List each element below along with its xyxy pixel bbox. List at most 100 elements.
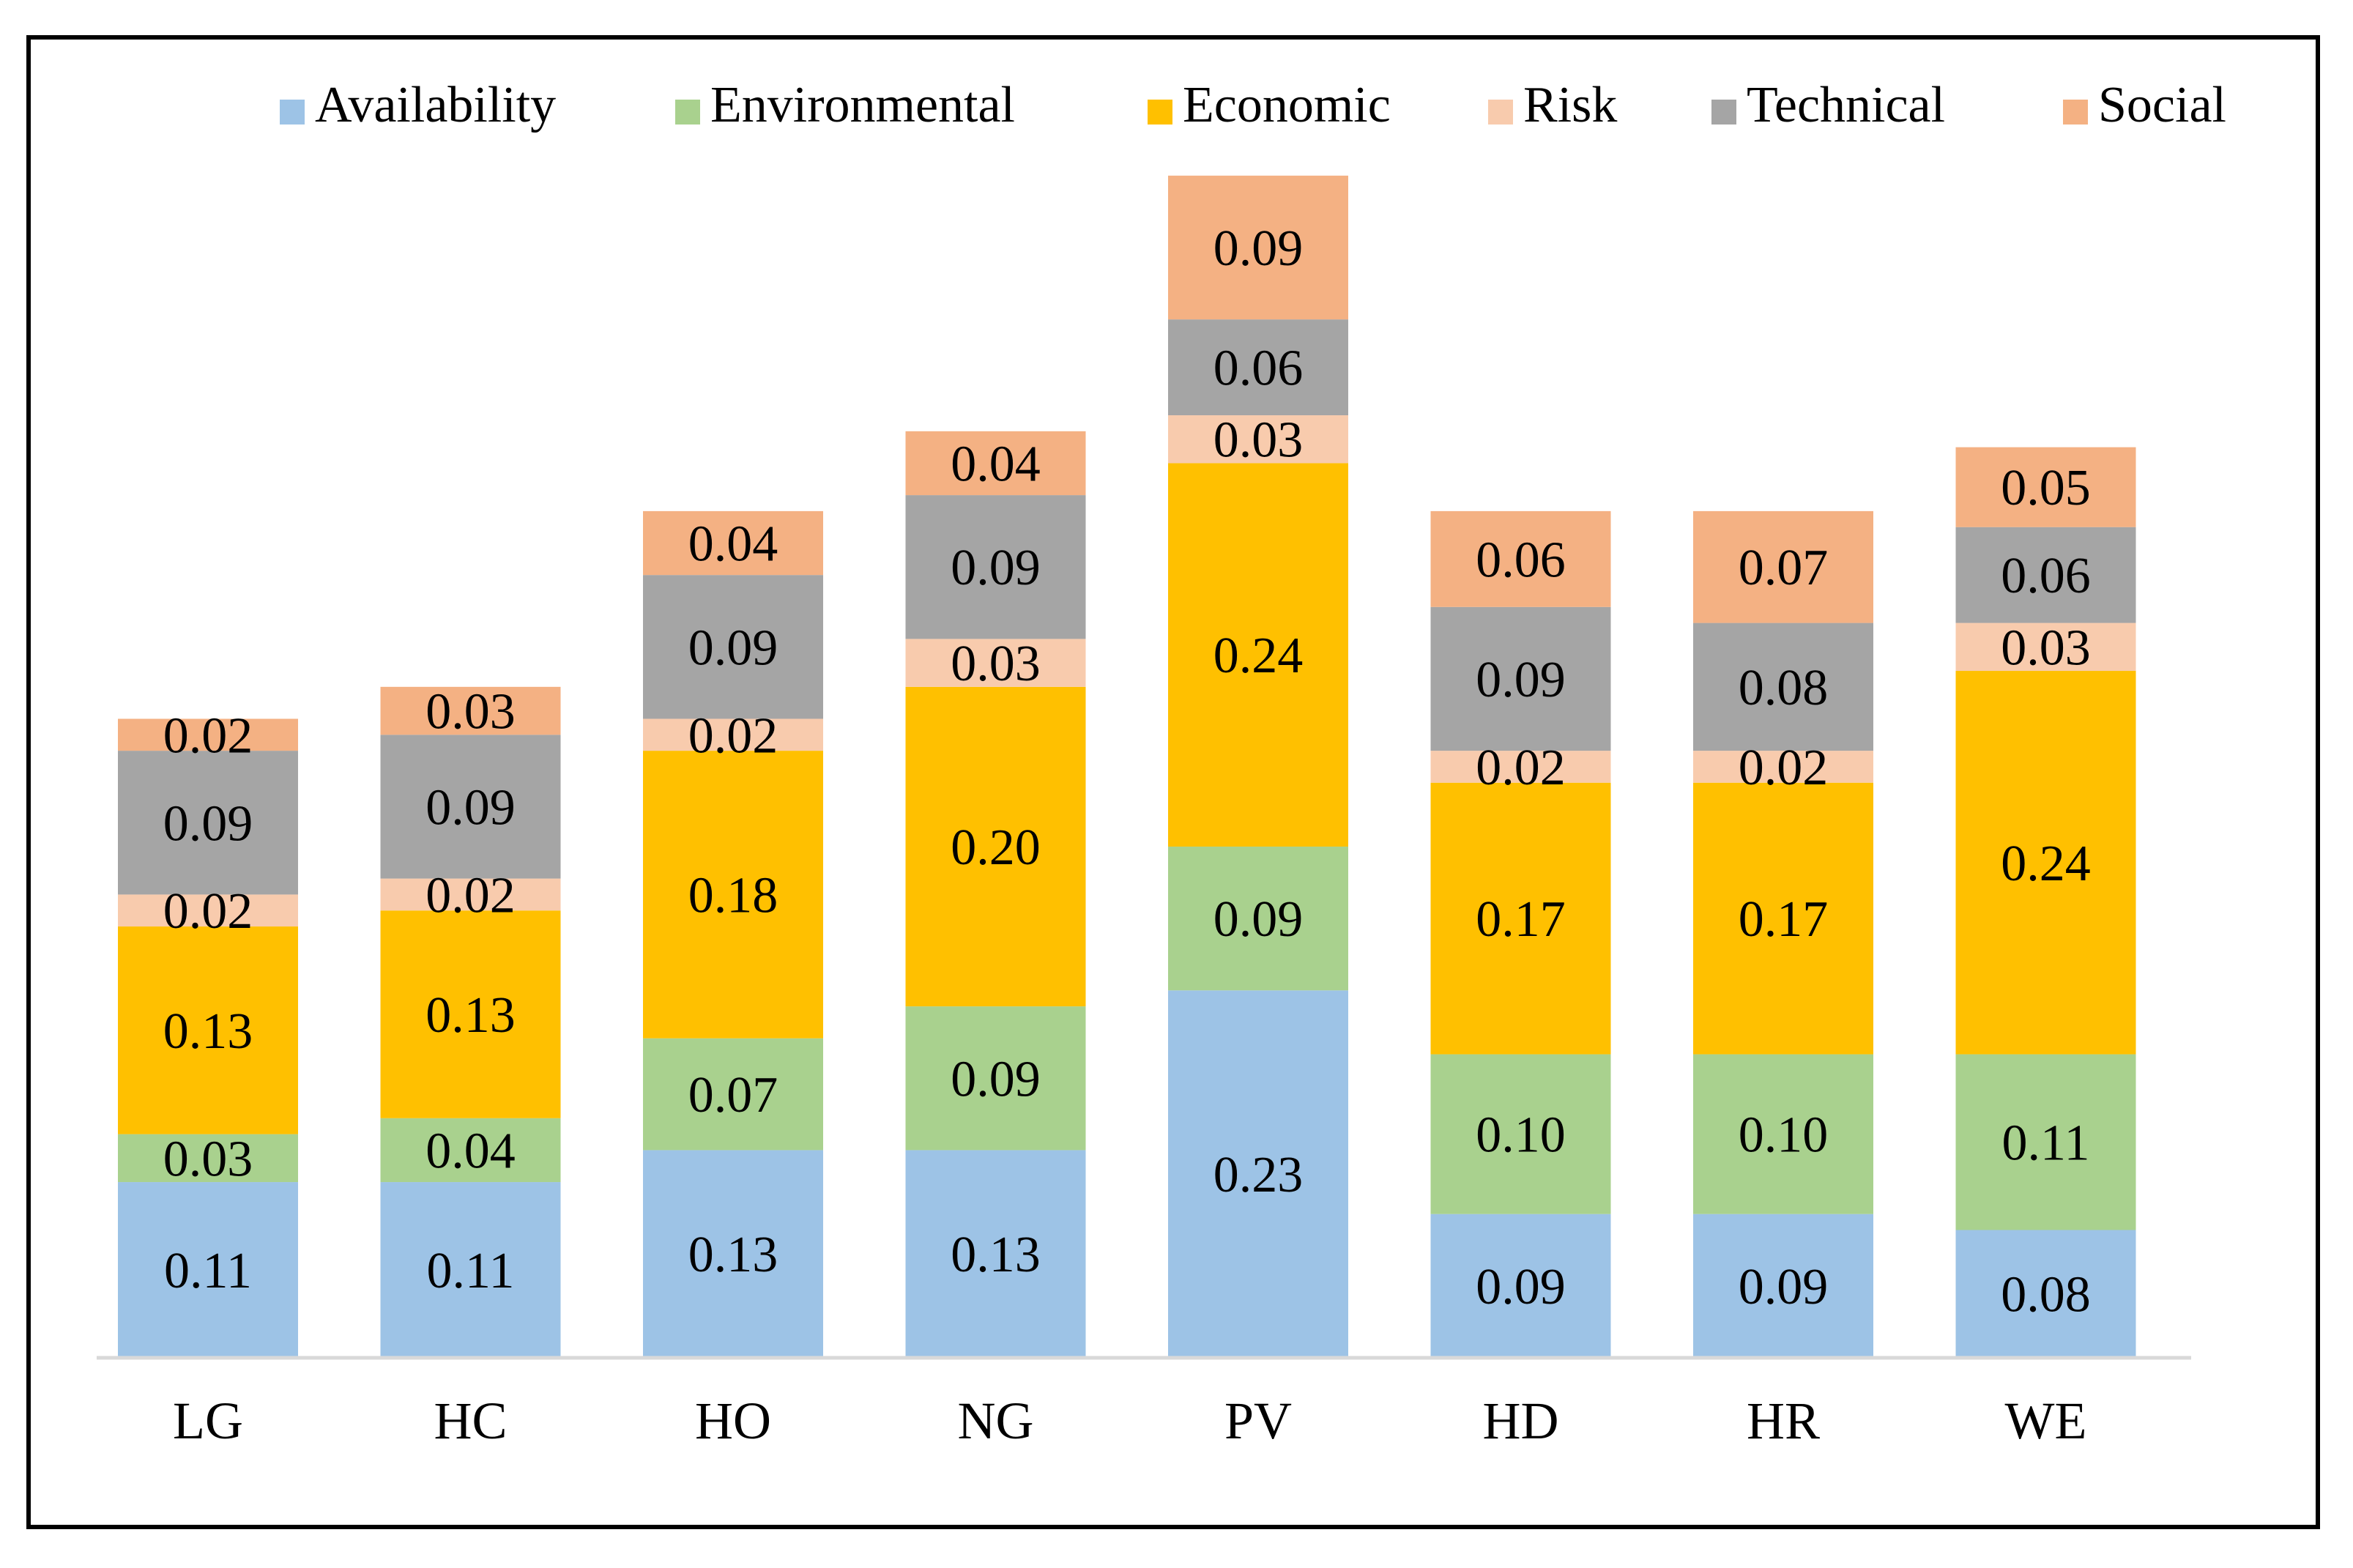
bar-segment-economic-lg bbox=[118, 926, 298, 1134]
x-tick-label-hr: HR bbox=[1747, 1391, 1820, 1450]
legend-label-risk: Risk bbox=[1523, 77, 1617, 133]
bar-segment-social-ng bbox=[905, 431, 1086, 496]
bar-segment-risk-hc bbox=[380, 878, 561, 911]
value-label-social-hr: 0.07 bbox=[1739, 540, 1829, 596]
bar-segment-availability-hr bbox=[1693, 1214, 1873, 1358]
value-label-technical-hc: 0.09 bbox=[425, 779, 516, 836]
value-label-environmental-ho: 0.07 bbox=[688, 1067, 778, 1123]
value-label-environmental-ng: 0.09 bbox=[951, 1051, 1041, 1107]
value-label-social-hd: 0.06 bbox=[1476, 532, 1566, 588]
bar-segment-social-pv bbox=[1168, 175, 1348, 320]
value-label-social-hc: 0.03 bbox=[425, 684, 516, 740]
bar-segment-risk-lg bbox=[118, 894, 298, 927]
x-tick-label-hc: HC bbox=[434, 1391, 507, 1450]
value-label-social-lg: 0.02 bbox=[163, 707, 253, 764]
bar-segment-economic-hd bbox=[1430, 782, 1611, 1055]
value-labels: 0.11 0.03 0.13 0.02 0.09 0.02 0.11 0.04 0.13 0.02… bbox=[163, 220, 2091, 1323]
stacked-bar-chart: Availability Environmental Economic Risk Tec… bbox=[97, 77, 2226, 1450]
bar-segment-risk-ho bbox=[643, 718, 823, 751]
bar-segment-risk-pv bbox=[1168, 415, 1348, 464]
value-label-availability-ng: 0.13 bbox=[951, 1227, 1041, 1283]
bar-segment-risk-hd bbox=[1430, 751, 1611, 783]
bar-segment-environmental-hc bbox=[380, 1118, 561, 1183]
value-label-environmental-hc: 0.04 bbox=[425, 1123, 516, 1179]
bar-segment-availability-lg bbox=[118, 1182, 298, 1358]
bar-segment-technical-hr bbox=[1693, 623, 1873, 751]
x-tick-label-ng: NG bbox=[958, 1391, 1034, 1450]
bar-segment-environmental-hd bbox=[1430, 1054, 1611, 1214]
value-label-environmental-hd: 0.10 bbox=[1476, 1107, 1566, 1164]
chart-frame: Availability Environmental Economic Risk Tec… bbox=[26, 35, 2320, 1529]
value-label-technical-we: 0.06 bbox=[2001, 548, 2091, 604]
bar-segment-environmental-lg bbox=[118, 1134, 298, 1183]
legend-swatch-technical bbox=[1711, 100, 1736, 125]
legend-swatch-risk bbox=[1488, 100, 1513, 125]
bar-segment-technical-ho bbox=[643, 575, 823, 719]
bar-segment-economic-ng bbox=[905, 686, 1086, 1007]
bar-segment-social-hd bbox=[1430, 510, 1611, 607]
bar-segment-environmental-pv bbox=[1168, 846, 1348, 991]
value-label-economic-lg: 0.13 bbox=[163, 1003, 253, 1060]
value-label-environmental-hr: 0.10 bbox=[1739, 1107, 1829, 1164]
value-label-social-pv: 0.09 bbox=[1213, 220, 1304, 277]
legend-swatch-social bbox=[2063, 100, 2088, 125]
legend-swatch-availability bbox=[280, 100, 305, 125]
value-label-risk-lg: 0.02 bbox=[163, 883, 253, 940]
bar-segment-social-hc bbox=[380, 686, 561, 735]
value-label-economic-ng: 0.20 bbox=[951, 820, 1041, 876]
bar-segment-availability-ng bbox=[905, 1150, 1086, 1358]
bar-segment-economic-hr bbox=[1693, 782, 1873, 1055]
value-label-environmental-we: 0.11 bbox=[2002, 1115, 2090, 1172]
value-label-risk-hd: 0.02 bbox=[1476, 740, 1566, 796]
value-label-environmental-lg: 0.03 bbox=[163, 1131, 253, 1187]
x-axis-tick-labels: LG HC HO NG PV HD HR WE bbox=[173, 1391, 2086, 1450]
bar-segment-social-we bbox=[1955, 447, 2136, 527]
value-label-availability-lg: 0.11 bbox=[164, 1243, 252, 1299]
legend-label-technical: Technical bbox=[1747, 77, 1945, 133]
legend-label-availability: Availability bbox=[315, 77, 556, 133]
value-label-technical-hr: 0.08 bbox=[1739, 660, 1829, 716]
bar-segment-technical-hd bbox=[1430, 606, 1611, 751]
value-label-risk-hr: 0.02 bbox=[1739, 740, 1829, 796]
value-label-technical-lg: 0.09 bbox=[163, 795, 253, 852]
legend: Availability Environmental Economic Risk Tec… bbox=[280, 77, 2226, 133]
bars bbox=[118, 175, 2136, 1358]
value-label-technical-ho: 0.09 bbox=[688, 620, 778, 676]
value-label-availability-ho: 0.13 bbox=[688, 1227, 778, 1283]
bar-segment-technical-ng bbox=[905, 495, 1086, 639]
bar-segment-social-hr bbox=[1693, 510, 1873, 623]
bar-segment-environmental-hr bbox=[1693, 1054, 1873, 1214]
bar-segment-economic-ho bbox=[643, 751, 823, 1038]
legend-label-environmental: Environmental bbox=[710, 77, 1015, 133]
bar-segment-availability-ho bbox=[643, 1150, 823, 1358]
value-label-environmental-pv: 0.09 bbox=[1213, 891, 1304, 948]
legend-label-economic: Economic bbox=[1183, 77, 1391, 133]
value-label-availability-pv: 0.23 bbox=[1213, 1147, 1304, 1203]
bar-segment-social-ho bbox=[643, 510, 823, 576]
x-tick-label-pv: PV bbox=[1224, 1391, 1292, 1450]
bar-segment-economic-we bbox=[1955, 671, 2136, 1055]
value-label-availability-hr: 0.09 bbox=[1739, 1259, 1829, 1315]
bar-segment-economic-hc bbox=[380, 910, 561, 1118]
bar-segment-availability-pv bbox=[1168, 990, 1348, 1358]
value-label-economic-hc: 0.13 bbox=[425, 987, 516, 1044]
bar-segment-technical-pv bbox=[1168, 319, 1348, 416]
x-tick-label-lg: LG bbox=[173, 1391, 243, 1450]
legend-swatch-economic bbox=[1148, 100, 1172, 125]
bar-segment-environmental-ho bbox=[643, 1038, 823, 1151]
value-label-technical-ng: 0.09 bbox=[951, 540, 1041, 596]
x-tick-label-we: WE bbox=[2005, 1391, 2087, 1450]
value-label-technical-pv: 0.06 bbox=[1213, 341, 1304, 397]
value-label-availability-we: 0.08 bbox=[2001, 1267, 2091, 1323]
bar-segment-social-lg bbox=[118, 718, 298, 751]
value-label-economic-ho: 0.18 bbox=[688, 867, 778, 924]
bar-segment-availability-hd bbox=[1430, 1214, 1611, 1358]
value-label-risk-ng: 0.03 bbox=[951, 636, 1041, 692]
value-label-economic-we: 0.24 bbox=[2001, 836, 2091, 892]
bar-segment-risk-we bbox=[1955, 623, 2136, 672]
x-tick-label-ho: HO bbox=[695, 1391, 771, 1450]
bar-segment-availability-we bbox=[1955, 1230, 2136, 1358]
value-label-economic-hr: 0.17 bbox=[1739, 891, 1829, 948]
bar-segment-technical-hc bbox=[380, 735, 561, 879]
bar-segment-environmental-ng bbox=[905, 1006, 1086, 1151]
